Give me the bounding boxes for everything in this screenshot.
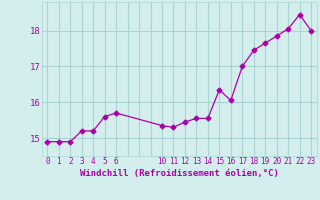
X-axis label: Windchill (Refroidissement éolien,°C): Windchill (Refroidissement éolien,°C) [80, 169, 279, 178]
